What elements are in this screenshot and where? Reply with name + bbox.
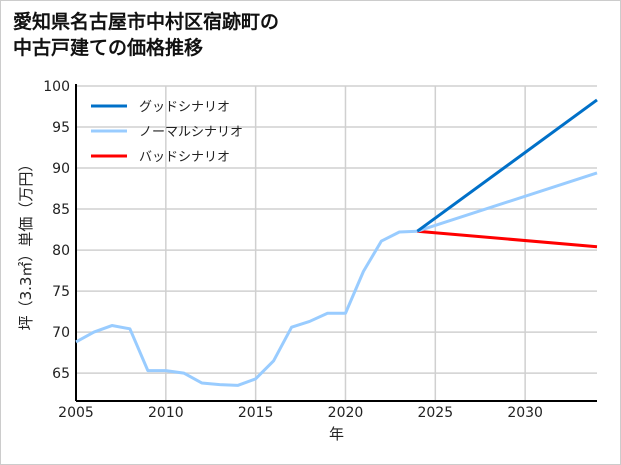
legend-label: ノーマルシナリオ: [139, 125, 243, 140]
x-tick-label: 2015: [238, 405, 274, 421]
y-tick-label: 80: [52, 243, 70, 259]
y-tick-label: 70: [52, 325, 70, 341]
scenario-line-2: [417, 229, 598, 249]
scenario-line-1: [416, 171, 598, 233]
y-tick-label: 90: [52, 161, 70, 177]
title-line-2: 中古戸建ての価格推移: [13, 37, 204, 59]
y-tick-label: 100: [43, 79, 70, 95]
y-tick-label: 95: [52, 120, 70, 136]
y-axis-label: 坪（3.3㎡）単価（万円）: [17, 157, 35, 331]
title-line-1: 愛知県名古屋市中村区宿跡町の: [13, 11, 280, 33]
x-tick-label: 2005: [58, 405, 94, 421]
x-tick-label: 2010: [148, 405, 184, 421]
y-tick-label: 65: [52, 366, 70, 382]
x-tick-label: 2030: [507, 405, 543, 421]
x-tick-label: 2025: [417, 405, 453, 421]
x-tick-label: 2020: [328, 405, 364, 421]
scenario-line-0: [416, 98, 598, 233]
chart-title: 愛知県名古屋市中村区宿跡町の 中古戸建ての価格推移: [13, 9, 279, 61]
y-tick-label: 85: [52, 202, 70, 218]
legend-label: バッドシナリオ: [139, 150, 230, 165]
y-tick-label: 75: [52, 284, 70, 300]
legend-label: グッドシナリオ: [139, 100, 230, 115]
x-axis-label: 年: [329, 425, 344, 443]
history-line: [75, 229, 418, 387]
